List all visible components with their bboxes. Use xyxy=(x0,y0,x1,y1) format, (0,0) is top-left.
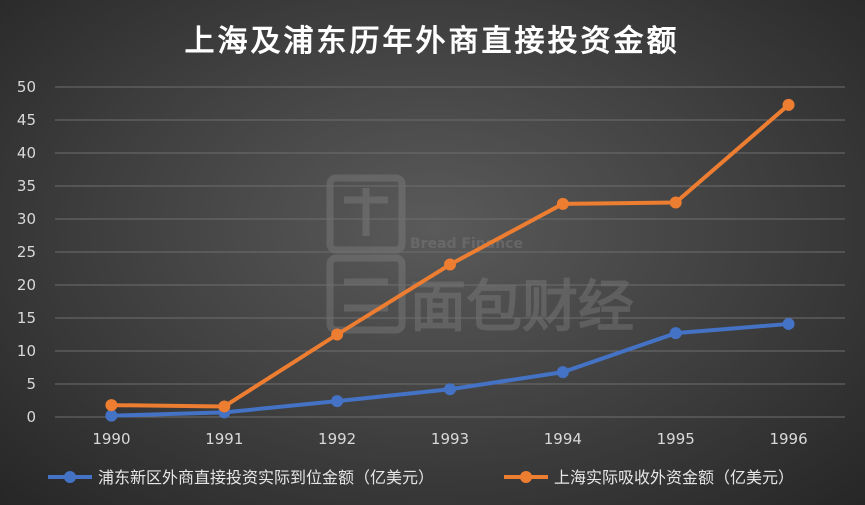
watermark-cjk: 面包财经 xyxy=(410,275,634,340)
data-point xyxy=(556,197,569,210)
y-tick-label: 5 xyxy=(26,375,36,393)
watermark-latin: Bread Finance xyxy=(410,236,523,252)
watermark: Bread Finance 面包财经 xyxy=(326,174,634,340)
y-tick-label: 45 xyxy=(17,111,36,129)
series-line xyxy=(109,102,791,409)
data-point xyxy=(444,383,456,396)
legend-item: 浦东新区外商直接投资实际到位金额（亿美元） xyxy=(48,468,434,487)
y-tick-label: 20 xyxy=(17,276,36,294)
y-tick-label: 40 xyxy=(17,144,36,162)
gridlines xyxy=(55,86,845,418)
data-point xyxy=(669,327,682,340)
x-tick-label: 1994 xyxy=(544,430,582,448)
data-point xyxy=(782,317,795,330)
data-point xyxy=(669,196,682,209)
x-tick-label: 1996 xyxy=(769,430,807,448)
x-tick-label: 1993 xyxy=(431,430,469,448)
legend-marker xyxy=(520,471,532,483)
y-tick-label: 30 xyxy=(17,210,36,228)
y-tick-label: 15 xyxy=(17,309,36,327)
chart-title: 上海及浦东历年外商直接投资金额 xyxy=(185,24,680,59)
y-tick-label: 0 xyxy=(26,408,36,426)
x-tick-label: 1992 xyxy=(318,430,356,448)
y-tick-label: 50 xyxy=(17,78,36,96)
legend: 浦东新区外商直接投资实际到位金额（亿美元） 上海实际吸收外资金额（亿美元） xyxy=(48,468,794,487)
legend-label: 浦东新区外商直接投资实际到位金额（亿美元） xyxy=(98,468,434,487)
y-tick-label: 10 xyxy=(17,342,36,360)
y-axis-ticks: 0 5 10 15 20 25 30 35 40 45 50 xyxy=(17,78,36,426)
watermark-logo-icon xyxy=(326,174,406,334)
data-point xyxy=(218,400,231,413)
x-tick-label: 1995 xyxy=(657,430,695,448)
series-2 xyxy=(105,98,795,413)
x-tick-label: 1990 xyxy=(92,430,130,448)
legend-item: 上海实际吸收外资金额（亿美元） xyxy=(504,468,794,487)
data-point xyxy=(444,258,456,271)
x-axis-ticks: 1990 1991 1992 1993 1994 1995 1996 xyxy=(92,430,807,448)
data-point xyxy=(331,395,344,408)
legend-marker xyxy=(64,471,76,483)
legend-label: 上海实际吸收外资金额（亿美元） xyxy=(554,468,794,487)
y-tick-label: 25 xyxy=(17,243,36,261)
y-tick-label: 35 xyxy=(17,177,36,195)
data-point xyxy=(331,328,344,341)
data-point xyxy=(556,366,569,379)
series-layer xyxy=(105,98,795,422)
data-point xyxy=(782,98,795,111)
x-tick-label: 1991 xyxy=(205,430,243,448)
data-point xyxy=(105,399,118,412)
data-point xyxy=(105,409,118,422)
